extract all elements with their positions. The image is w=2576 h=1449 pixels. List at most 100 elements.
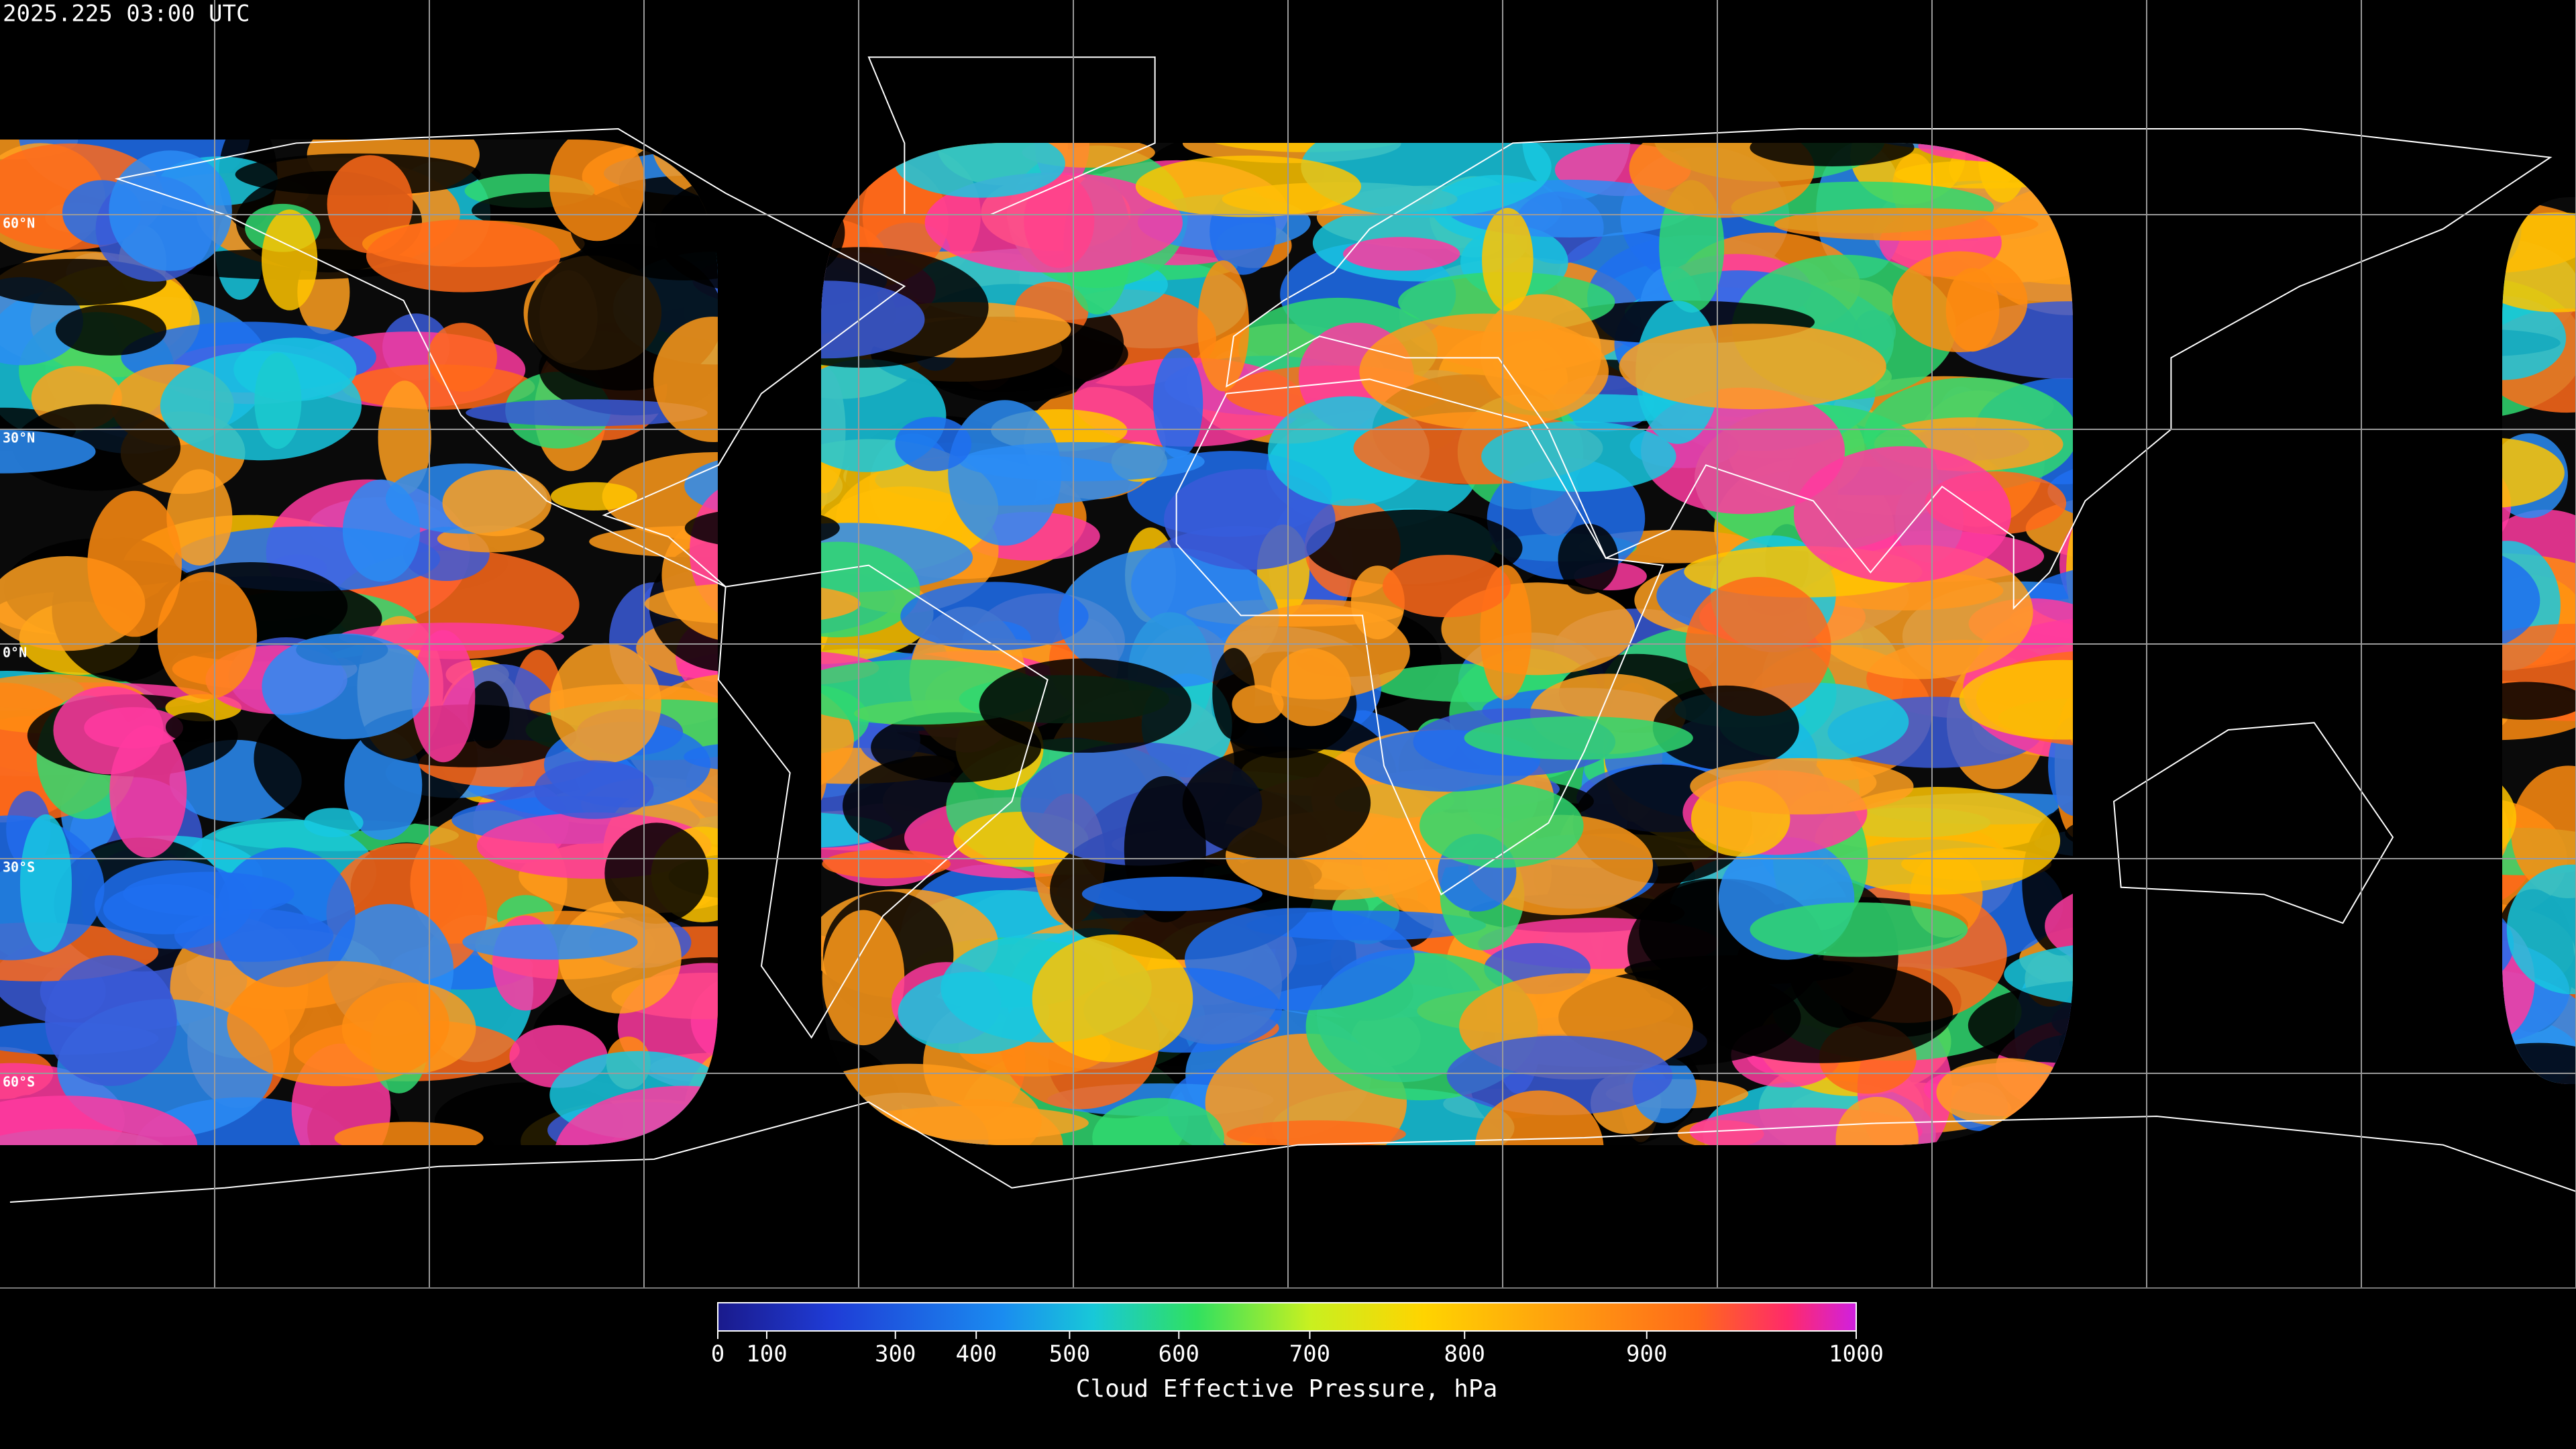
cloud-blob bbox=[895, 417, 972, 472]
cloud-blob bbox=[822, 910, 905, 1046]
cloud-blob bbox=[0, 1095, 198, 1145]
cloud-blob bbox=[378, 380, 431, 495]
cloud-blob bbox=[1690, 758, 1914, 815]
cloud-blob bbox=[1164, 469, 1336, 570]
cloud-blob bbox=[1482, 207, 1534, 311]
latitude-label: 30°N bbox=[3, 430, 35, 446]
colorbar-tick-label: 800 bbox=[1444, 1341, 1485, 1368]
cloud-blob bbox=[462, 924, 638, 960]
cloud-blob bbox=[1184, 908, 1415, 1010]
cloud-blob bbox=[1892, 251, 2028, 353]
cloud-blob bbox=[2511, 765, 2576, 899]
colorbar bbox=[717, 1302, 1857, 1332]
coastline bbox=[1226, 127, 2553, 610]
cloud-blob bbox=[1685, 577, 1831, 716]
cloud-blob bbox=[1774, 207, 2039, 241]
cloud-blob bbox=[1652, 685, 1799, 770]
cloud-blob bbox=[1135, 155, 1362, 217]
coastline bbox=[115, 127, 906, 588]
cloud-blob bbox=[604, 822, 709, 924]
coastline bbox=[1175, 378, 1664, 896]
cloud-blob bbox=[1383, 555, 1511, 618]
cloud-blob bbox=[165, 712, 217, 742]
cloud-blob bbox=[979, 658, 1191, 753]
colorbar-tick-label: 400 bbox=[956, 1341, 997, 1368]
coastline bbox=[2112, 722, 2394, 924]
cloud-blob bbox=[1197, 260, 1250, 392]
cloud-blob bbox=[534, 760, 654, 819]
coastline bbox=[9, 1101, 2576, 1203]
colorbar-tick-label: 100 bbox=[746, 1341, 787, 1368]
latitude-label: 60°N bbox=[3, 215, 35, 231]
cloud-blob bbox=[549, 643, 661, 763]
colorbar-tick-label: 700 bbox=[1289, 1341, 1330, 1368]
cloud-blob bbox=[334, 1122, 484, 1145]
cloud-blob bbox=[1619, 323, 1886, 410]
timestamp: 2025.225 03:00 UTC bbox=[3, 1, 250, 28]
cloud-blob bbox=[900, 582, 1089, 651]
cloud-blob bbox=[466, 399, 708, 427]
cloud-blob bbox=[166, 469, 233, 566]
cloud-blob bbox=[1092, 1097, 1224, 1145]
cloud-blob bbox=[1750, 902, 1968, 957]
cloud-blob bbox=[95, 860, 252, 949]
cloud-blob bbox=[550, 482, 637, 511]
cloud-blob bbox=[549, 140, 645, 241]
cloud-blob bbox=[1232, 685, 1284, 724]
latitude-label: 60°S bbox=[3, 1074, 35, 1090]
coastline bbox=[717, 564, 1049, 1039]
cloud-blob bbox=[1558, 523, 1619, 594]
cloud-blob bbox=[1750, 140, 1915, 166]
cloud-blob bbox=[53, 686, 164, 775]
cloud-blob bbox=[45, 955, 177, 1086]
cloud-blob bbox=[304, 808, 364, 838]
cloud-blob bbox=[109, 150, 232, 271]
cloud-blob bbox=[366, 219, 561, 292]
cloud-blob bbox=[1081, 876, 1263, 912]
colorbar-tick-label: 0 bbox=[711, 1341, 724, 1368]
cloud-blob bbox=[1419, 783, 1584, 868]
cloud-blob bbox=[1481, 421, 1676, 492]
colorbar-title: Cloud Effective Pressure, hPa bbox=[1076, 1375, 1498, 1403]
cloud-blob bbox=[1032, 934, 1193, 1063]
cloud-blob bbox=[1835, 1096, 1919, 1145]
cloud-blob bbox=[87, 490, 182, 637]
cloud-blob bbox=[442, 469, 552, 537]
cloud-blob bbox=[215, 847, 356, 987]
cloud-blob bbox=[19, 814, 72, 953]
cloud-blob bbox=[1793, 446, 2011, 583]
colorbar-tick-label: 1000 bbox=[1829, 1341, 1884, 1368]
cloud-blob bbox=[1343, 237, 1460, 271]
colorbar-tick-label: 300 bbox=[875, 1341, 916, 1368]
cloud-blob bbox=[1182, 746, 1371, 859]
cloud-blob bbox=[261, 209, 318, 311]
cloud-blob bbox=[342, 479, 421, 582]
cloud-blob bbox=[1815, 786, 2061, 895]
coastlines bbox=[9, 56, 2576, 1203]
cloud-blob bbox=[1359, 313, 1609, 429]
cloud-blob bbox=[924, 172, 1183, 273]
cloud-blob bbox=[822, 849, 951, 879]
cloud-blob bbox=[160, 350, 362, 461]
cloud-blob bbox=[0, 429, 96, 474]
cloud-blob bbox=[227, 961, 449, 1087]
graticule bbox=[0, 0, 2576, 1288]
cloud-blob bbox=[157, 572, 258, 700]
cloud-blob bbox=[898, 971, 1049, 1054]
cloud-blob bbox=[55, 304, 167, 356]
cloud-blob bbox=[1153, 348, 1203, 459]
cloud-blob bbox=[1226, 1120, 1406, 1145]
latitude-label: 0°N bbox=[3, 645, 27, 661]
colorbar-tick-label: 600 bbox=[1159, 1341, 1199, 1368]
colorbar-tick-label: 900 bbox=[1626, 1341, 1667, 1368]
cloud-blob bbox=[2506, 864, 2576, 995]
cloud-blob bbox=[1464, 716, 1693, 760]
cloud-blob bbox=[411, 630, 476, 763]
colorbar-tick-label: 500 bbox=[1049, 1341, 1090, 1368]
cloud-blob bbox=[1474, 1090, 1604, 1145]
cloud-blob bbox=[262, 633, 430, 739]
cloud-blob bbox=[959, 441, 1205, 482]
latitude-label: 30°S bbox=[3, 859, 35, 875]
